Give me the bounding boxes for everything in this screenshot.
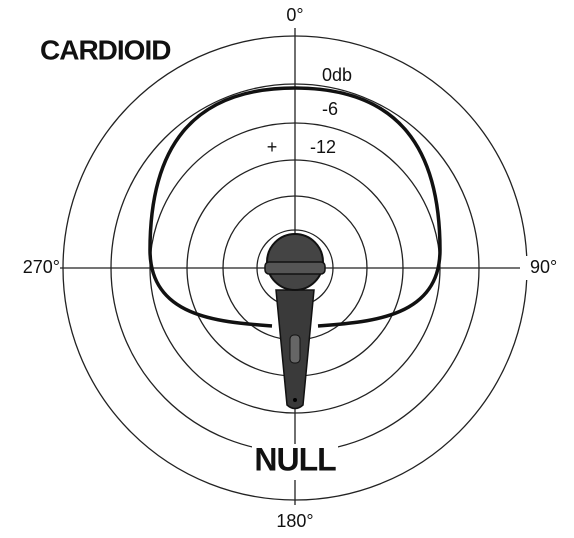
level-label: -12 [310, 137, 336, 157]
angle-label: 0° [286, 5, 303, 25]
mic-ring [265, 262, 325, 274]
mic-switch [290, 335, 300, 363]
null-label: NULL [254, 441, 336, 477]
level-label: 0db [322, 65, 352, 85]
angle-label: 180° [276, 511, 313, 531]
diagram: 0° 90° 180° 270° CARDIOID 0db -6 -12 + N… [0, 0, 574, 538]
mic-dot [293, 398, 297, 402]
plus-label: + [267, 137, 278, 157]
title: CARDIOID [40, 34, 171, 65]
microphone [265, 234, 325, 409]
angle-label: 90° [530, 257, 557, 277]
level-label: -6 [322, 99, 338, 119]
angle-label: 270° [23, 257, 60, 277]
